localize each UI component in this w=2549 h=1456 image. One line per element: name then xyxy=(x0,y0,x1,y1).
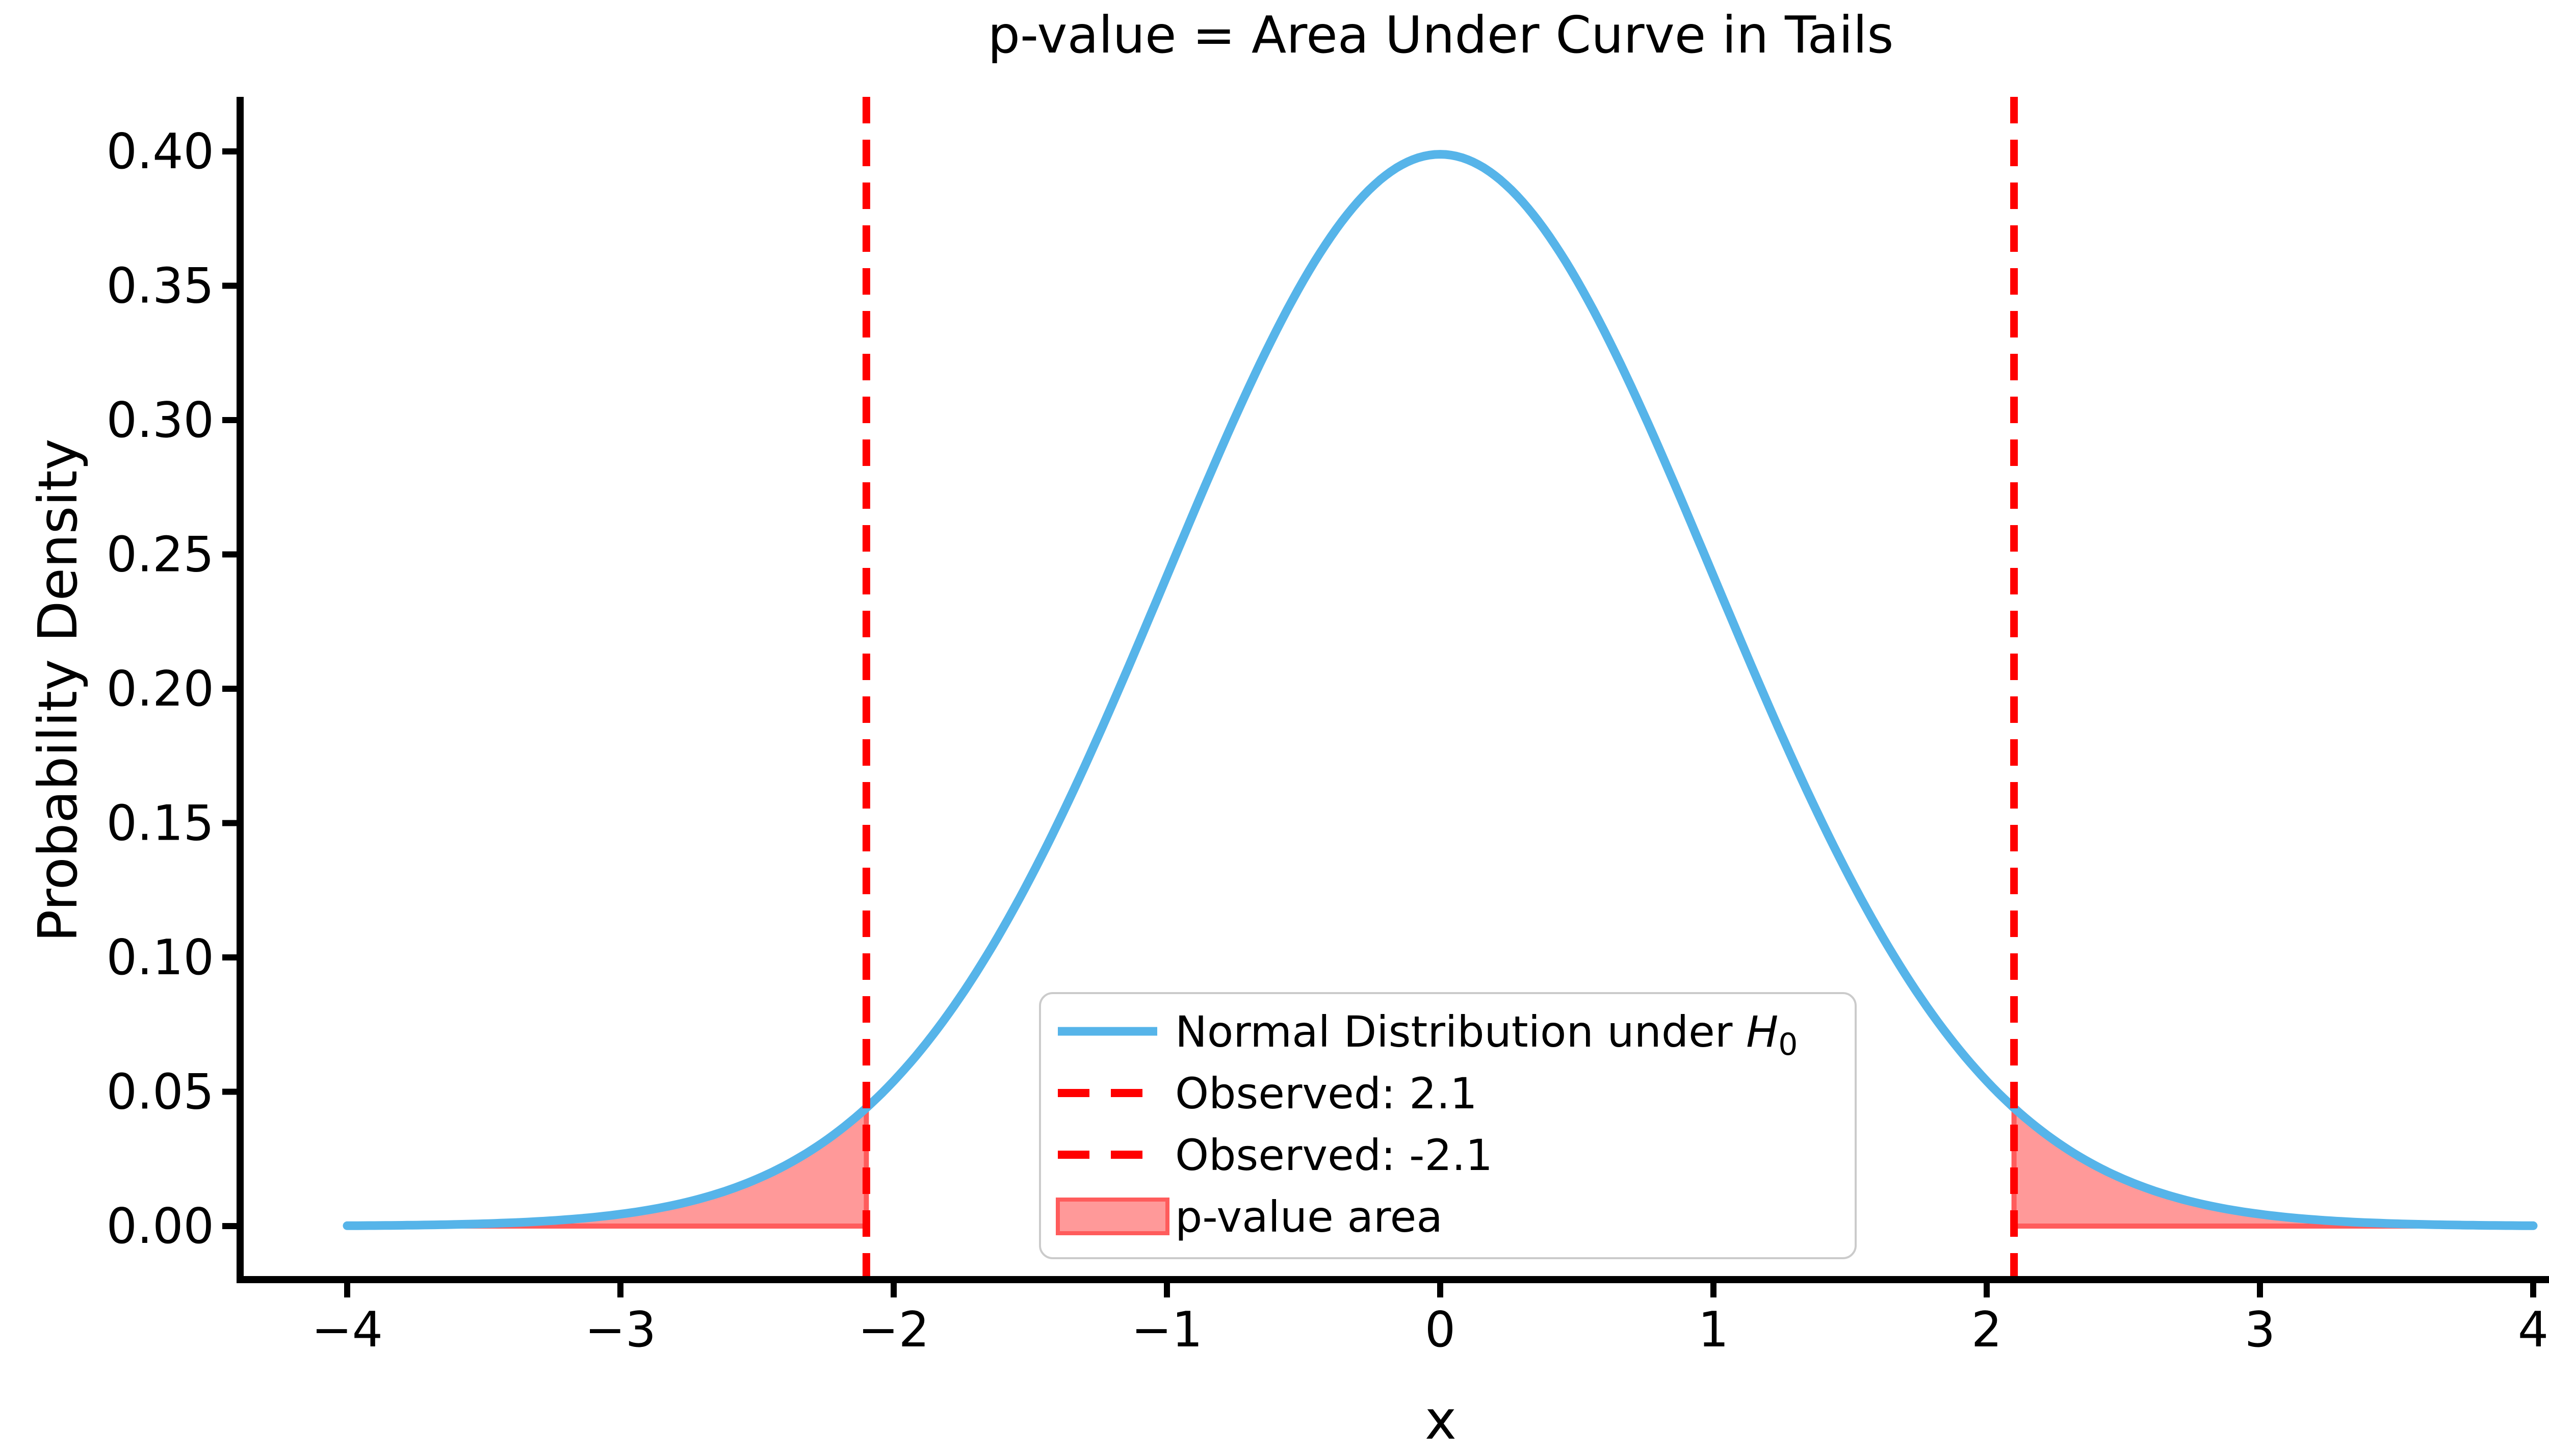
y-tick-label: 0.10 xyxy=(106,930,214,986)
x-tick-label: 0 xyxy=(1425,1302,1455,1358)
observed-vlines xyxy=(862,97,2018,1283)
y-tick-label: 0.00 xyxy=(106,1199,214,1255)
legend-label: Observed: 2.1 xyxy=(1175,1069,1477,1119)
y-tick-label: 0.05 xyxy=(106,1064,214,1121)
x-tick-label: −4 xyxy=(311,1302,383,1358)
y-tick-label: 0.30 xyxy=(106,393,214,449)
legend-label: Normal Distribution under H0 xyxy=(1175,1007,1798,1062)
x-axis-label: x xyxy=(1425,1389,1456,1451)
x-tick-label: −2 xyxy=(858,1302,929,1358)
x-tick-label: 4 xyxy=(2518,1302,2548,1358)
normal-distribution-curve xyxy=(343,150,2538,1230)
y-axis-label: Probability Density xyxy=(27,438,89,942)
y-tick-label: 0.15 xyxy=(106,796,214,852)
legend-label: p-value area xyxy=(1175,1192,1443,1242)
legend-box xyxy=(1039,992,1857,1259)
x-tick-label: 2 xyxy=(1971,1302,2002,1358)
y-tick-label: 0.35 xyxy=(106,258,214,315)
y-tick-label: 0.25 xyxy=(106,527,214,583)
normal-curve xyxy=(343,150,2538,1230)
legend: Normal Distribution under H0 Observed: 2.… xyxy=(1039,992,1857,1259)
y-tick-label: 0.20 xyxy=(106,661,214,717)
legend-rows: Normal Distribution under H0 Observed: 2.… xyxy=(1056,1007,1798,1242)
legend-handle-patch xyxy=(1056,1198,1169,1235)
x-tick-label: 1 xyxy=(1698,1302,1729,1358)
x-tick-label: −1 xyxy=(1131,1302,1203,1358)
axes-spines-ticks: −4 −3 −2 −1 0 1 2 3 4 0.00 0.05 0.10 0.15 0.20 0.25 0.3… xyxy=(106,97,2549,1358)
chart-title: p-value = Area Under Curve in Tails xyxy=(987,5,1893,65)
x-tick-label: −3 xyxy=(585,1302,656,1358)
y-tick-label: 0.40 xyxy=(106,124,214,180)
legend-label: Observed: -2.1 xyxy=(1175,1130,1493,1180)
x-tick-label: 3 xyxy=(2245,1302,2275,1358)
